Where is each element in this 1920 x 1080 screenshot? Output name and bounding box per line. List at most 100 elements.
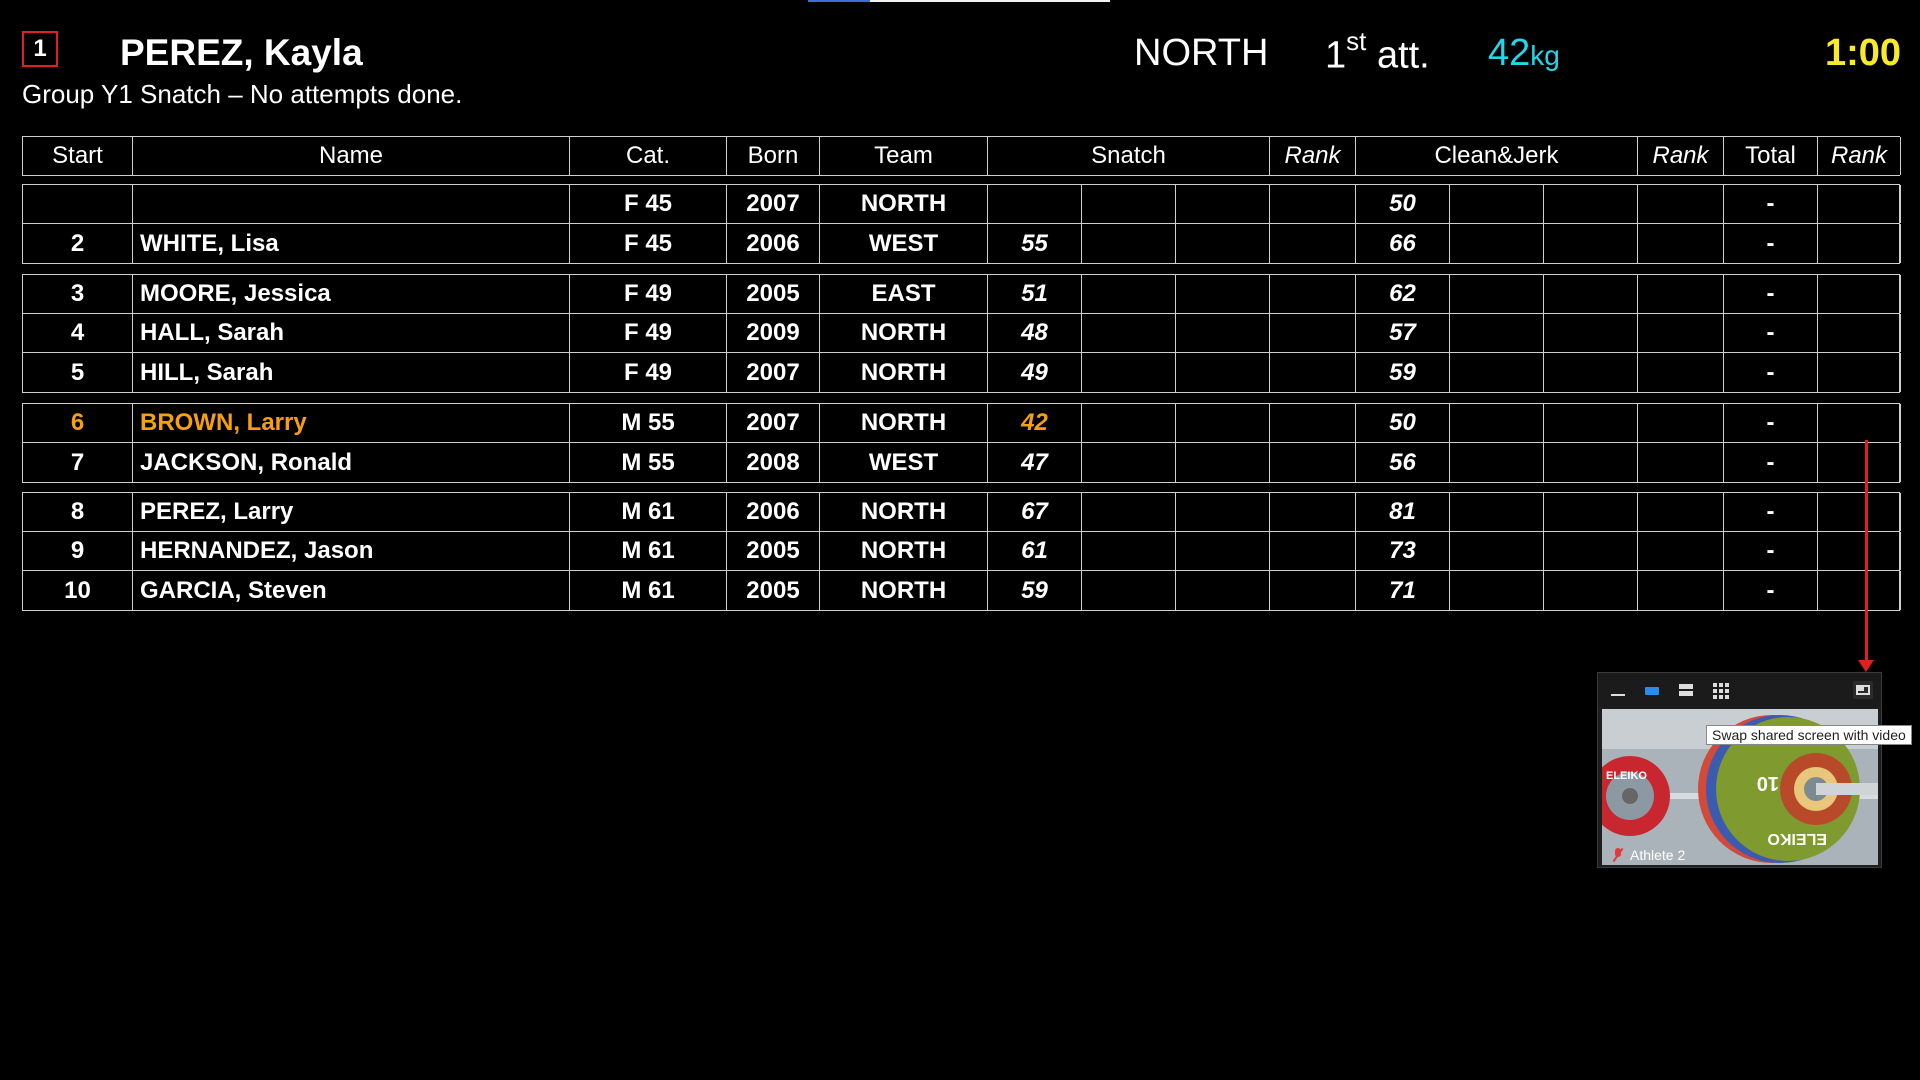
snatch-attempt-3 xyxy=(1176,224,1270,263)
total-rank-cell xyxy=(1818,532,1901,570)
snatch-attempt-1 xyxy=(988,185,1082,223)
category-cell: F 49 xyxy=(570,314,727,352)
snatch-attempt-3 xyxy=(1176,493,1270,531)
category-cell: F 49 xyxy=(570,275,727,313)
cj-attempt-3 xyxy=(1544,493,1638,531)
athlete-row: F 45 2007 NORTH 50 - xyxy=(23,185,1901,224)
category-cell: M 61 xyxy=(570,571,727,610)
born-cell: 2005 xyxy=(727,532,820,570)
weight-value: 42 xyxy=(1488,32,1531,74)
snatch-rank-cell xyxy=(1270,224,1356,263)
snatch-attempt-3 xyxy=(1176,443,1270,482)
floating-video-panel[interactable]: ELEIKO 10 ELEIKO Athlete 2 xyxy=(1597,672,1882,868)
total-cell: - xyxy=(1724,532,1818,570)
participant-caption: Athlete 2 xyxy=(1612,847,1685,863)
cj-attempt-3 xyxy=(1544,185,1638,223)
total-rank-cell xyxy=(1818,493,1901,531)
swap-screen-icon[interactable] xyxy=(1853,681,1873,699)
athlete-row: 8 PEREZ, Larry M 61 2006 NORTH 67 81 - xyxy=(23,493,1901,532)
cj-attempt-3 xyxy=(1544,571,1638,610)
cj-attempt-1: 81 xyxy=(1356,493,1450,531)
start-cell: 2 xyxy=(23,224,133,263)
current-athlete-name: PEREZ, Kayla xyxy=(120,32,363,73)
category-group: F 45 2007 NORTH 50-2 WHITE, Lisa F 45 2006 WEST… xyxy=(22,184,1901,264)
snatch-attempt-2 xyxy=(1082,353,1176,392)
category-cell: F 45 xyxy=(570,185,727,223)
snatch-attempt-1: 59 xyxy=(988,571,1082,610)
athlete-row: 7 JACKSON, Ronald M 55 2008 WEST 47 56 - xyxy=(23,443,1901,482)
team-cell: EAST xyxy=(820,275,988,313)
snatch-rank-cell xyxy=(1270,443,1356,482)
team-cell: NORTH xyxy=(820,532,988,570)
total-rank-cell xyxy=(1818,224,1901,263)
cj-rank-cell xyxy=(1638,404,1724,442)
team-cell: NORTH xyxy=(820,571,988,610)
category-cell: F 45 xyxy=(570,224,727,263)
snatch-attempt-3 xyxy=(1176,314,1270,352)
athlete-row: 9 HERNANDEZ, Jason M 61 2005 NORTH 61 73 - xyxy=(23,532,1901,571)
cj-attempt-1: 59 xyxy=(1356,353,1450,392)
cj-rank-cell xyxy=(1638,224,1724,263)
results-table-header: Start Name Cat. Born Team Snatch Rank Cl… xyxy=(22,136,1901,176)
total-cell: - xyxy=(1724,493,1818,531)
total-rank-cell xyxy=(1818,353,1901,392)
athlete-row: 5 HILL, Sarah F 49 2007 NORTH 49 59 - xyxy=(23,353,1901,392)
team-cell: NORTH xyxy=(820,314,988,352)
cj-rank-cell xyxy=(1638,443,1724,482)
team-cell: WEST xyxy=(820,443,988,482)
cj-rank-cell xyxy=(1638,571,1724,610)
snatch-attempt-1: 67 xyxy=(988,493,1082,531)
gallery-view-icon[interactable] xyxy=(1710,681,1730,699)
cj-attempt-1: 66 xyxy=(1356,224,1450,263)
cj-attempt-3 xyxy=(1544,314,1638,352)
cj-rank-cell xyxy=(1638,532,1724,570)
plate-value: 10 xyxy=(1757,772,1779,794)
snatch-attempt-2 xyxy=(1082,314,1176,352)
snatch-attempt-1: 61 xyxy=(988,532,1082,570)
cj-attempt-3 xyxy=(1544,353,1638,392)
split-view-icon[interactable] xyxy=(1676,681,1696,699)
start-cell: 7 xyxy=(23,443,133,482)
cj-rank-cell xyxy=(1638,275,1724,313)
start-cell: 9 xyxy=(23,532,133,570)
header-born: Born xyxy=(727,137,820,175)
athlete-row: 4 HALL, Sarah F 49 2009 NORTH 48 57 - xyxy=(23,314,1901,353)
category-group: 6 BROWN, Larry M 55 2007 NORTH 42 50-7 JACKSON,… xyxy=(22,403,1901,483)
cj-attempt-3 xyxy=(1544,443,1638,482)
plate-brand-right: ELEIKO xyxy=(1767,830,1827,847)
snatch-attempt-1: 51 xyxy=(988,275,1082,313)
born-cell: 2006 xyxy=(727,493,820,531)
requested-weight: 42kg xyxy=(1488,32,1560,75)
name-cell: PEREZ, Larry xyxy=(133,493,570,531)
attempt-indicator: 1st att. xyxy=(1325,26,1430,78)
snatch-attempt-2 xyxy=(1082,185,1176,223)
header-total-rank: Rank xyxy=(1818,137,1901,175)
total-cell: - xyxy=(1724,404,1818,442)
minimize-icon[interactable] xyxy=(1608,681,1628,699)
current-team: NORTH xyxy=(1134,32,1269,74)
attempt-number: 1 xyxy=(1325,34,1347,77)
snatch-rank-cell xyxy=(1270,353,1356,392)
total-cell: - xyxy=(1724,353,1818,392)
born-cell: 2006 xyxy=(727,224,820,263)
cj-attempt-3 xyxy=(1544,224,1638,263)
team-cell: NORTH xyxy=(820,185,988,223)
single-view-icon[interactable] xyxy=(1642,681,1662,699)
cj-attempt-2 xyxy=(1450,353,1544,392)
athlete-row: 2 WHITE, Lisa F 45 2006 WEST 55 66 - xyxy=(23,224,1901,263)
header-team: Team xyxy=(820,137,988,175)
start-cell: 8 xyxy=(23,493,133,531)
plate-brand-left: ELEIKO xyxy=(1606,770,1647,782)
header-snatch: Snatch xyxy=(988,137,1270,175)
total-rank-cell xyxy=(1818,275,1901,313)
name-cell: GARCIA, Steven xyxy=(133,571,570,610)
cj-attempt-2 xyxy=(1450,314,1544,352)
total-cell: - xyxy=(1724,571,1818,610)
swap-tooltip: Swap shared screen with video xyxy=(1706,725,1912,745)
cj-attempt-2 xyxy=(1450,493,1544,531)
cj-rank-cell xyxy=(1638,185,1724,223)
athlete-row: 6 BROWN, Larry M 55 2007 NORTH 42 50 - xyxy=(23,404,1901,443)
name-cell: JACKSON, Ronald xyxy=(133,443,570,482)
cj-rank-cell xyxy=(1638,314,1724,352)
